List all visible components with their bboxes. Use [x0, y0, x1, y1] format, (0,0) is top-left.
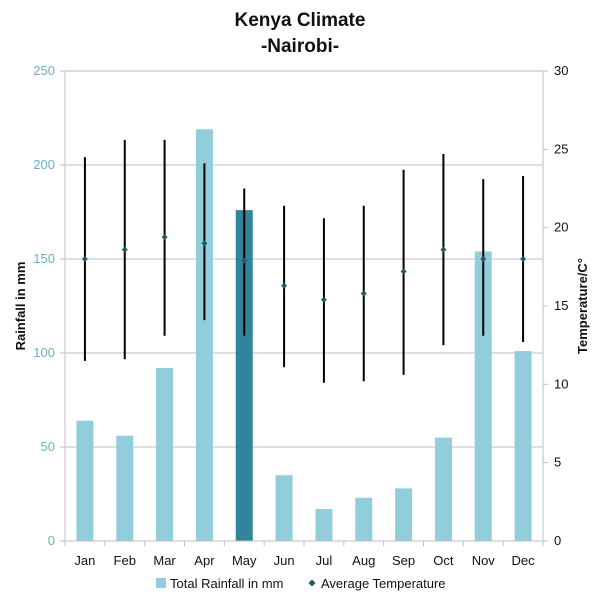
- legend-label-rainfall: Total Rainfall in mm: [170, 576, 283, 591]
- x-tick-label: Mar: [153, 553, 176, 568]
- rainfall-bar: [395, 488, 413, 541]
- right-tick-label: 10: [554, 376, 568, 391]
- y2-axis-label: Temperature/C°: [575, 258, 590, 354]
- rainfall-bar: [474, 251, 492, 542]
- x-tick-label: Aug: [352, 553, 375, 568]
- temperature-point: [201, 240, 208, 247]
- grid-lines: [65, 70, 543, 448]
- x-tick-label: Jun: [274, 553, 295, 568]
- left-tick-label: 150: [33, 251, 55, 266]
- temperature-point: [161, 234, 168, 241]
- temperature-points: [81, 234, 527, 303]
- temperature-point: [81, 256, 88, 262]
- x-tick-label: Apr: [194, 553, 215, 568]
- left-tick-label: 100: [33, 345, 55, 360]
- temperature-point: [360, 290, 367, 297]
- rainfall-bar: [195, 129, 213, 541]
- legend: Total Rainfall in mm Average Temperature: [156, 576, 446, 591]
- left-tick-label: 250: [33, 63, 55, 78]
- x-tick-label: Jul: [316, 553, 333, 568]
- temperature-point: [440, 246, 447, 253]
- right-axis-ticks: 0 5 10 15 20 25 30: [554, 63, 568, 548]
- rainfall-bar: [116, 435, 134, 541]
- temperature-ranges: [83, 139, 525, 383]
- temperature-point: [480, 256, 487, 262]
- left-tick-label: 200: [33, 157, 55, 172]
- temperature-point: [320, 296, 327, 303]
- y-axis-label: Rainfall in mm: [13, 262, 28, 351]
- rainfall-bar: [355, 497, 373, 541]
- temperature-point: [281, 282, 288, 289]
- right-tick-label: 0: [554, 533, 561, 548]
- rainfall-bar: [76, 420, 94, 541]
- left-axis-ticks: 0 50 100 150 200 250: [33, 63, 55, 548]
- right-tick-label: 20: [554, 220, 568, 235]
- x-tick-label: Feb: [114, 553, 136, 568]
- right-tick-label: 5: [554, 455, 561, 470]
- temperature-point: [121, 246, 128, 253]
- chart-title: Kenya Climate: [234, 10, 366, 31]
- rainfall-bars: [76, 129, 532, 542]
- left-tick-label: 50: [41, 439, 55, 454]
- right-tick-label: 15: [554, 298, 568, 313]
- axes: [60, 70, 548, 546]
- rainfall-bar: [315, 509, 333, 541]
- x-tick-label: Nov: [472, 553, 496, 568]
- rainfall-bar: [514, 351, 532, 541]
- rainfall-bar: [156, 368, 174, 541]
- x-tick-label: May: [232, 553, 257, 568]
- left-tick-label: 0: [48, 533, 55, 548]
- legend-swatch-rainfall: [156, 578, 166, 588]
- temperature-point: [241, 257, 248, 264]
- rainfall-bar: [434, 437, 452, 541]
- x-tick-label: Dec: [512, 553, 536, 568]
- right-tick-label: 25: [554, 141, 568, 156]
- rainfall-bar: [275, 475, 293, 541]
- temperature-point: [520, 256, 527, 262]
- legend-label-temperature: Average Temperature: [321, 576, 446, 591]
- legend-marker-temperature: [308, 579, 316, 587]
- right-tick-label: 30: [554, 63, 568, 78]
- x-tick-label: Oct: [433, 553, 454, 568]
- x-tick-label: Jan: [74, 553, 95, 568]
- x-tick-label: Sep: [392, 553, 415, 568]
- rainfall-bar: [235, 210, 253, 541]
- x-axis-ticks: Jan Feb Mar Apr May Jun Jul Aug Sep Oct Nov Dec: [74, 553, 535, 568]
- chart-subtitle: -Nairobi-: [260, 36, 340, 57]
- temperature-point: [400, 268, 407, 275]
